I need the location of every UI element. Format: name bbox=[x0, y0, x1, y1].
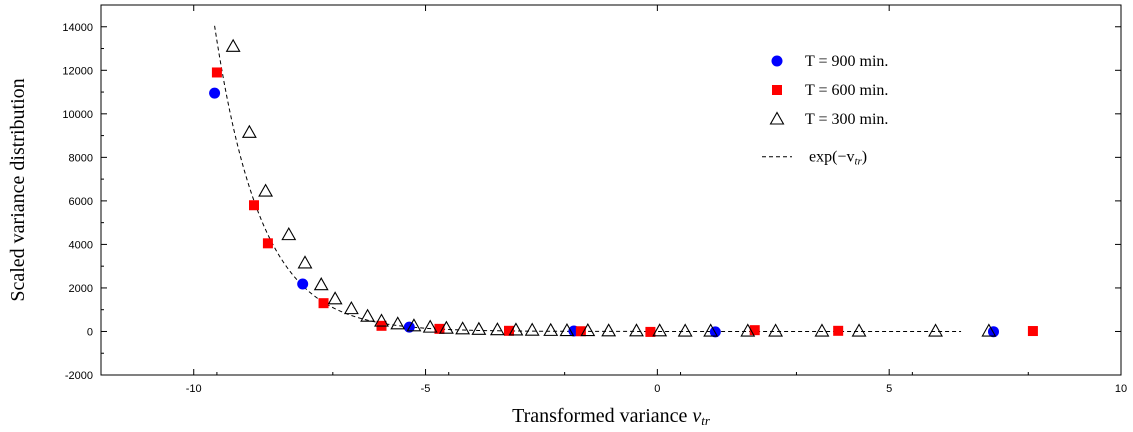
axis-ticks: -10 -5 0 5 10 -2000 0 2000 4000 6000 8000 10000 1200… bbox=[62, 5, 1127, 395]
y-tick-label: -2000 bbox=[65, 370, 93, 382]
point-t300 bbox=[390, 316, 406, 330]
y-tick-label: 10000 bbox=[62, 109, 93, 121]
point-t300 bbox=[508, 322, 524, 336]
y-tick-label: 2000 bbox=[69, 283, 93, 295]
x-tick-label: 0 bbox=[654, 383, 660, 395]
legend-label: T = 600 min. bbox=[805, 82, 888, 99]
point-t900 bbox=[209, 87, 221, 99]
legend-label: T = 300 min. bbox=[805, 111, 888, 128]
point-t300 bbox=[360, 308, 376, 322]
point-t600 bbox=[575, 326, 586, 337]
y-tick-label: 8000 bbox=[69, 152, 93, 164]
point-t300 bbox=[471, 321, 487, 335]
y-tick-label: 12000 bbox=[62, 65, 93, 77]
y-tick-label: 14000 bbox=[62, 22, 93, 34]
point-t300 bbox=[543, 322, 559, 336]
point-t600 bbox=[504, 325, 514, 336]
legend-marker bbox=[771, 55, 783, 67]
point-t600 bbox=[645, 326, 656, 337]
legend-label: T = 900 min. bbox=[805, 53, 888, 70]
point-t300 bbox=[768, 323, 784, 337]
point-t300 bbox=[281, 226, 297, 241]
y-tick-label: 4000 bbox=[69, 239, 93, 251]
point-t300 bbox=[327, 291, 343, 305]
point-t300 bbox=[258, 183, 274, 197]
plot-area-frame bbox=[100, 4, 1122, 376]
y-axis-title: Scaled variance distribution bbox=[7, 78, 29, 301]
point-t300 bbox=[438, 320, 454, 334]
point-t300 bbox=[297, 255, 313, 269]
point-t600 bbox=[249, 200, 259, 211]
point-t300 bbox=[851, 323, 867, 337]
point-t600 bbox=[749, 325, 760, 336]
legend-label: exp(−vtr) bbox=[809, 149, 867, 168]
point-t600 bbox=[318, 298, 329, 309]
point-t300 bbox=[580, 322, 596, 337]
point-t300 bbox=[981, 323, 997, 337]
x-axis-title: Transformed variance vtr bbox=[512, 405, 711, 428]
point-t600 bbox=[262, 238, 273, 249]
point-t600 bbox=[211, 67, 222, 78]
point-t300 bbox=[455, 321, 471, 335]
point-t300 bbox=[422, 319, 438, 333]
point-t300 bbox=[374, 313, 389, 327]
legend-marker bbox=[769, 111, 785, 125]
point-t300 bbox=[241, 124, 257, 138]
point-t300 bbox=[814, 323, 830, 337]
x-tick-label: 5 bbox=[886, 383, 892, 395]
point-t600 bbox=[1027, 326, 1038, 337]
point-t600 bbox=[434, 323, 445, 334]
point-t300 bbox=[313, 277, 329, 291]
point-t300 bbox=[225, 38, 241, 52]
point-t300 bbox=[740, 323, 756, 337]
y-tick-label: 0 bbox=[87, 326, 93, 338]
point-t600 bbox=[833, 325, 844, 336]
point-t300 bbox=[652, 323, 668, 337]
point-t300 bbox=[629, 323, 644, 337]
fit-curve-layer bbox=[214, 25, 962, 332]
point-t300 bbox=[601, 323, 617, 337]
series-exp-curve bbox=[214, 25, 962, 332]
point-t300 bbox=[559, 322, 575, 337]
data-points-layer bbox=[209, 38, 1038, 338]
x-tick-label: -10 bbox=[186, 383, 202, 395]
point-t300 bbox=[343, 300, 359, 315]
point-t300 bbox=[677, 323, 693, 337]
point-t900 bbox=[297, 278, 309, 290]
y-tick-label: 6000 bbox=[69, 196, 93, 208]
point-t300 bbox=[524, 322, 540, 336]
legend-marker bbox=[772, 85, 782, 95]
point-t300 bbox=[928, 323, 943, 337]
x-tick-label: 10 bbox=[1115, 383, 1127, 395]
point-t300 bbox=[406, 318, 422, 332]
point-t300 bbox=[703, 323, 719, 337]
x-tick-label: -5 bbox=[421, 383, 431, 395]
point-t300 bbox=[489, 322, 505, 336]
legend: T = 900 min. T = 600 min. T = 300 min. exp(… bbox=[762, 53, 888, 168]
